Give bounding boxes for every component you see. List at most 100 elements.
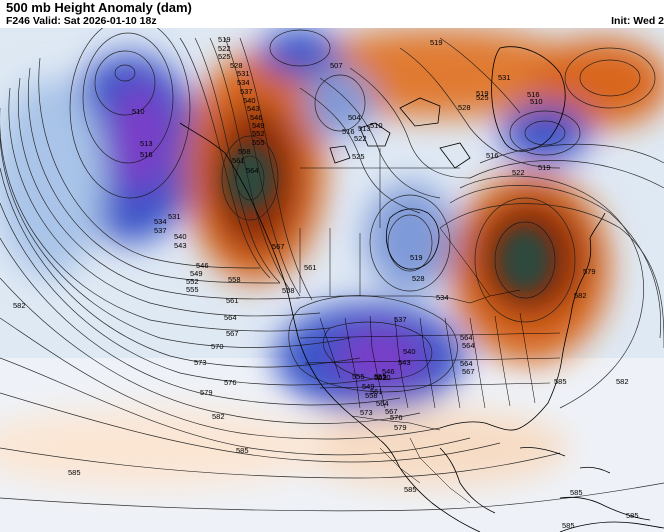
contour-label: 543 xyxy=(174,241,187,250)
contour-label: 552 xyxy=(186,277,199,286)
contour-label: 522 xyxy=(218,44,231,53)
contour-label: 510 xyxy=(530,97,543,106)
contour-label: 576 xyxy=(224,378,237,387)
contour-label: 546 xyxy=(196,261,209,270)
contour-label: 579 xyxy=(583,267,596,276)
contour-label: 570 xyxy=(211,342,224,351)
contour-label: 585 xyxy=(562,521,575,530)
contour-label: 582 xyxy=(616,377,629,386)
contour-label: 543 xyxy=(398,358,411,367)
contour-label: 540 xyxy=(243,96,256,105)
contour-label: 576 xyxy=(390,413,403,422)
contour-label: 573 xyxy=(360,408,373,417)
contour-label: 540 xyxy=(174,232,187,241)
contour-label: 516 xyxy=(486,151,499,160)
contour-label: 561 xyxy=(304,263,317,272)
contour-label: 507 xyxy=(330,61,343,70)
contour-label: 579 xyxy=(200,388,213,397)
contour-label: 561 xyxy=(232,156,245,165)
contour-label: 513 xyxy=(140,139,153,148)
contour-label: 585 xyxy=(236,446,249,455)
valid-time-label: F246 Valid: Sat 2026-01-10 18z xyxy=(6,15,157,27)
contour-label: 537 xyxy=(154,226,167,235)
contour-label: 570 xyxy=(378,373,391,382)
contour-label: 528 xyxy=(458,103,471,112)
contour-label: 567 xyxy=(462,367,475,376)
contour-label: 585 xyxy=(404,485,417,494)
contour-label: 519 xyxy=(538,163,551,172)
contour-label: 522 xyxy=(512,168,525,177)
contour-label: 510 xyxy=(370,121,383,130)
contour-label: 555 xyxy=(186,285,199,294)
contour-label: 537 xyxy=(240,87,253,96)
contour-label: 552 xyxy=(374,373,387,382)
contour-label-layer: 519 522 525 528 531 534 537 540 543 546 … xyxy=(13,35,639,530)
contour-label: 516 xyxy=(527,90,540,99)
contour-label: 564 xyxy=(460,359,473,368)
contour-label: 585 xyxy=(626,511,639,520)
contour-label: 555 xyxy=(252,138,265,147)
contour-label: 558 xyxy=(365,391,378,400)
contour-label: 519 xyxy=(410,253,423,262)
contour-label: 519 xyxy=(218,35,231,44)
contour-label: 549 xyxy=(252,121,265,130)
contour-label: 549 xyxy=(362,382,375,391)
contour-label: 513 xyxy=(358,124,371,133)
contour-label: 582 xyxy=(212,412,225,421)
contour-label: 534 xyxy=(154,217,167,226)
contour-label: 534 xyxy=(436,293,449,302)
contour-label: 516 xyxy=(342,127,355,136)
contour-label: 555 xyxy=(374,372,387,381)
contour-label: 582 xyxy=(13,301,26,310)
contour-label: 525 xyxy=(476,93,489,102)
contour-label: 573 xyxy=(194,358,207,367)
contour-label: 531 xyxy=(498,73,511,82)
contour-label: 564 xyxy=(376,399,389,408)
contour-label: 510 xyxy=(132,107,145,116)
contour-label: 567 xyxy=(226,329,239,338)
contour-label: 546 xyxy=(382,367,395,376)
contour-label: 561 xyxy=(226,296,239,305)
contour-label: 537 xyxy=(394,315,407,324)
contour-label: 540 xyxy=(403,347,416,356)
contour-label: 555 xyxy=(352,372,365,381)
contour-label: 531 xyxy=(168,212,181,221)
contour-label: 504 xyxy=(348,113,361,122)
contour-label: 585 xyxy=(68,468,81,477)
political-borders xyxy=(295,148,561,504)
contour-label: 549 xyxy=(190,269,203,278)
contour-label: 564 xyxy=(246,166,259,175)
contour-label: 528 xyxy=(230,61,243,70)
contour-label: 525 xyxy=(352,152,365,161)
contour-label: 558 xyxy=(228,275,241,284)
contour-label: 546 xyxy=(250,113,263,122)
map-title: 500 mb Height Anomaly (dam) xyxy=(6,0,192,15)
header: 500 mb Height Anomaly (dam) F246 Valid: … xyxy=(0,0,664,28)
contour-label: 531 xyxy=(237,69,250,78)
contour-label: 558 xyxy=(282,286,295,295)
contour-label: 567 xyxy=(272,242,285,251)
contour-label: 585 xyxy=(570,488,583,497)
contour-label: 534 xyxy=(237,78,250,87)
contour-label: 561 xyxy=(370,387,383,396)
init-time-label: Init: Wed 2 xyxy=(611,15,664,27)
contour-label: 552 xyxy=(252,129,265,138)
contour-label: 528 xyxy=(412,274,425,283)
contour-label: 564 xyxy=(462,341,475,350)
contour-label: 567 xyxy=(385,407,398,416)
contour-label: 543 xyxy=(247,104,260,113)
contour-label: 579 xyxy=(394,423,407,432)
contour-label: 516 xyxy=(140,150,153,159)
height-contours xyxy=(0,28,664,512)
contour-label: 582 xyxy=(574,291,587,300)
contour-label: 519 xyxy=(476,89,489,98)
contour-label: 564 xyxy=(224,313,237,322)
contour-label: 564 xyxy=(460,333,473,342)
contour-label: 525 xyxy=(218,52,231,61)
contour-label: 585 xyxy=(554,377,567,386)
anomaly-shading xyxy=(0,28,664,532)
anomaly-map: 519 522 525 528 531 534 537 540 543 546 … xyxy=(0,28,664,532)
contour-label: 522 xyxy=(354,134,367,143)
contour-label: 558 xyxy=(238,147,251,156)
contour-label: 519 xyxy=(430,38,443,47)
